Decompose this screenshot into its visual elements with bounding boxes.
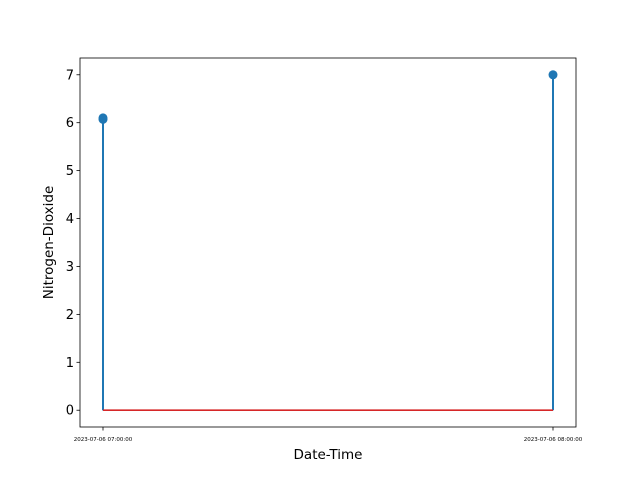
plot-area bbox=[98, 70, 558, 412]
axes-frame bbox=[79, 57, 577, 428]
stem-marker bbox=[98, 114, 108, 124]
x-tick-label: 2023-07-06 07:00:00 bbox=[74, 437, 133, 443]
y-axis: 0 1 2 3 4 5 6 7 bbox=[66, 68, 80, 419]
stem-marker bbox=[548, 70, 558, 80]
y-tick-label: 2 bbox=[66, 308, 74, 323]
y-tick-label: 4 bbox=[66, 212, 74, 227]
x-axis: 2023-07-06 07:00:00 2023-07-06 08:00:00 bbox=[74, 427, 583, 443]
y-tick-label: 6 bbox=[66, 116, 74, 131]
y-tick-label: 1 bbox=[66, 356, 74, 371]
y-axis-title: Nitrogen-Dioxide bbox=[41, 186, 57, 300]
y-tick-label: 3 bbox=[66, 260, 74, 275]
x-tick-label: 2023-07-06 08:00:00 bbox=[524, 437, 583, 443]
y-tick-label: 5 bbox=[66, 164, 74, 179]
x-axis-title: Date-Time bbox=[294, 447, 363, 463]
y-tick-label: 7 bbox=[66, 68, 74, 83]
y-tick-label: 0 bbox=[66, 404, 74, 419]
